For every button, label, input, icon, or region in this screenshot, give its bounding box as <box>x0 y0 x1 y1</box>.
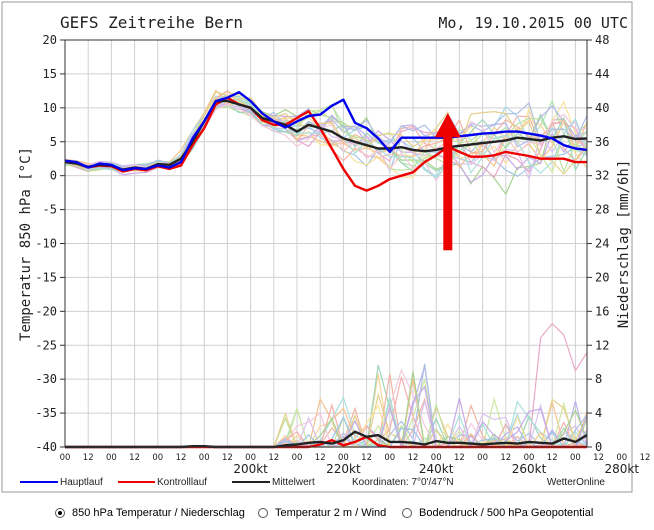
x-hour-label: 12 <box>268 453 279 463</box>
x-hour-label: 00 <box>431 453 442 463</box>
x-hour-label: 00 <box>106 453 117 463</box>
x-hour-label: 12 <box>593 453 604 463</box>
y-right-tick-label: 44 <box>595 67 609 81</box>
x-hour-label: 12 <box>454 453 465 463</box>
y-right-tick-label: 32 <box>595 169 609 183</box>
brand-label: WetterOnline <box>547 477 606 488</box>
x-hour-label: 00 <box>338 453 349 463</box>
y-left-tick-label: -10 <box>35 237 57 251</box>
y-right-tick-label: 40 <box>595 101 609 115</box>
x-hour-label: 00 <box>384 453 395 463</box>
option-pressure-label: Bodendruck / 500 hPa Geopotential <box>419 507 594 519</box>
y-right-tick-label: 12 <box>595 338 609 352</box>
x-hour-label: 00 <box>292 453 303 463</box>
x-hour-label: 12 <box>129 453 140 463</box>
y-right-label: Niederschlag [mm/6h] <box>616 160 632 329</box>
y-left-tick-label: -25 <box>35 338 57 352</box>
y-left-tick-label: -15 <box>35 270 57 284</box>
x-hour-label: 00 <box>477 453 488 463</box>
y-left-tick-label: -35 <box>35 406 57 420</box>
y-left-tick-label: -5 <box>43 203 57 217</box>
x-axis: 00 12 00 12 00 12 00 12 00 12 00 12 00 12 00 12 00 12 00 12… <box>60 453 651 476</box>
option-pressure[interactable]: Bodendruck / 500 hPa Geopotential <box>402 507 593 519</box>
chart-title: GEFS Zeitreihe Bern <box>60 13 243 32</box>
x-hour-label: 12 <box>361 453 372 463</box>
y-left-tick-label: 15 <box>43 67 57 81</box>
y-left-tick-label: -30 <box>35 372 57 386</box>
x-hour-label: 00 <box>199 453 210 463</box>
x-day-label: 220kt <box>326 462 361 476</box>
option-850hpa[interactable]: 850 hPa Temperatur / Niederschlag <box>55 507 245 519</box>
y-right-tick-label: 20 <box>595 270 609 284</box>
y-left-label: Temperatur 850 hPa [°C] <box>18 147 34 341</box>
x-day-label: 200kt <box>233 462 268 476</box>
y-right-tick-label: 48 <box>595 33 609 47</box>
y-right-tick-label: 0 <box>595 440 602 454</box>
y-left-tick-label: 20 <box>43 33 57 47</box>
legend-control: Kontrolllauf <box>157 477 207 488</box>
y-right-tick-label: 4 <box>595 406 602 420</box>
x-hour-label: 00 <box>524 453 535 463</box>
y-left-tick-label: 10 <box>43 101 57 115</box>
radio-temp2m[interactable] <box>258 508 268 518</box>
legend-main: Hauptlauf <box>60 477 103 488</box>
x-day-label: 240kt <box>419 462 454 476</box>
chart-svg: GEFS Zeitreihe Bern Mo, 19.10.2015 00 UT… <box>1 1 651 493</box>
y-left-tick-label: -20 <box>35 304 57 318</box>
x-hour-label: 12 <box>408 453 419 463</box>
ensemble-temperature-member <box>64 95 588 178</box>
run-date: Mo, 19.10.2015 00 UTC <box>438 14 628 32</box>
x-hour-label: 12 <box>547 453 558 463</box>
x-hour-label: 00 <box>570 453 581 463</box>
y-right-tick-label: 28 <box>595 203 609 217</box>
series-hauptlauf <box>64 90 588 172</box>
left-axis: 20 15 10 5 0 -5 -10 -15 -20 -25 -30 -35 -40 <box>35 33 65 454</box>
y-left-tick-label: 5 <box>50 135 57 149</box>
legend-mean: Mittelwert <box>272 477 315 488</box>
arrow-annotation <box>434 113 461 251</box>
option-temp2m[interactable]: Temperatur 2 m / Wind <box>258 507 386 519</box>
y-right-tick-label: 36 <box>595 135 609 149</box>
x-hour-label: 12 <box>83 453 94 463</box>
arrow-shaft <box>443 135 453 251</box>
x-hour-label: 12 <box>315 453 326 463</box>
y-left-tick-label: 0 <box>50 169 57 183</box>
x-hour-label: 12 <box>222 453 233 463</box>
legend: Hauptlauf Kontrolllauf Mittelwert Koordi… <box>20 477 605 488</box>
x-day-label: 280kt <box>605 462 640 476</box>
y-left-tick-label: -40 <box>35 440 57 454</box>
radio-pressure[interactable] <box>402 508 412 518</box>
y-right-tick-label: 24 <box>595 237 609 251</box>
y-right-tick-label: 16 <box>595 304 609 318</box>
option-temp2m-label: Temperatur 2 m / Wind <box>275 507 387 519</box>
x-hour-label: 12 <box>640 453 651 463</box>
x-hour-label: 00 <box>60 453 71 463</box>
x-hour-label: 12 <box>500 453 511 463</box>
chart-options: 850 hPa Temperatur / Niederschlag Temper… <box>0 505 654 529</box>
radio-850hpa[interactable] <box>55 508 65 518</box>
chart-frame: GEFS Zeitreihe Bern Mo, 19.10.2015 00 UT… <box>1 1 651 493</box>
y-right-tick-label: 8 <box>595 372 602 386</box>
x-day-label: 260kt <box>512 462 547 476</box>
x-hour-label: 00 <box>245 453 256 463</box>
x-hour-label: 00 <box>616 453 627 463</box>
option-850hpa-label: 850 hPa Temperatur / Niederschlag <box>72 507 245 519</box>
ensemble-temperature-member <box>64 101 588 170</box>
x-hour-label: 00 <box>152 453 163 463</box>
x-hour-label: 12 <box>176 453 187 463</box>
legend-coordinates: Koordinaten: 7°0'/47°N <box>352 477 454 488</box>
arrow-head <box>434 113 461 138</box>
